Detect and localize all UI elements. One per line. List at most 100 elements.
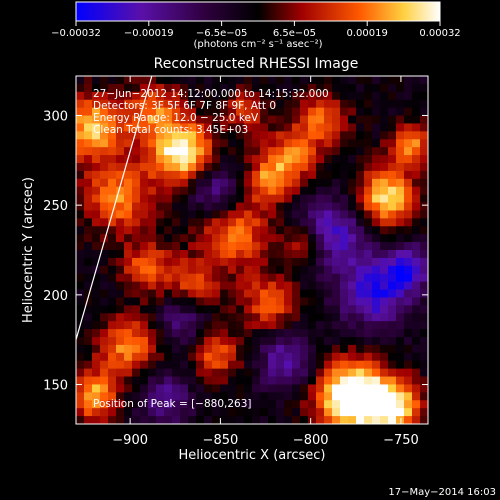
heatmap-cell	[244, 91, 253, 101]
heatmap-cell	[412, 139, 421, 148]
heatmap-cell	[76, 99, 85, 109]
heatmap-cell	[300, 337, 309, 346]
heatmap-cell	[92, 400, 101, 409]
heatmap-cell	[388, 123, 397, 132]
heatmap-cell	[244, 321, 253, 330]
heatmap-cell	[420, 194, 428, 203]
heatmap-cell	[172, 400, 181, 409]
heatmap-cell	[372, 163, 381, 172]
heatmap-cell	[300, 313, 309, 322]
heatmap-cell	[148, 305, 157, 314]
heatmap-cell	[292, 344, 301, 354]
heatmap-cell	[388, 337, 397, 346]
heatmap-cell	[76, 131, 85, 140]
heatmap-cell	[284, 155, 293, 164]
heatmap-cell	[260, 186, 269, 196]
heatmap-cell	[212, 344, 221, 354]
heatmap-cell	[212, 155, 221, 164]
heatmap-cell	[172, 250, 181, 259]
heatmap-cell	[340, 202, 349, 211]
heatmap-cell	[100, 250, 109, 259]
heatmap-cell	[236, 131, 245, 140]
heatmap-cell	[324, 360, 333, 370]
heatmap-cell	[396, 139, 405, 148]
heatmap-cell	[196, 155, 205, 164]
heatmap-cell	[292, 289, 301, 298]
heatmap-cell	[380, 123, 389, 132]
heatmap-cell	[388, 297, 397, 306]
heatmap-cell	[308, 76, 317, 85]
heatmap-cell	[260, 337, 269, 346]
heatmap-cell	[420, 115, 428, 124]
heatmap-cell	[252, 123, 261, 132]
heatmap-cell	[412, 344, 421, 354]
heatmap-cell	[300, 257, 309, 267]
heatmap-cell	[364, 305, 373, 314]
heatmap-cell	[316, 321, 325, 330]
heatmap-cell	[84, 408, 93, 417]
heatmap-cell	[156, 305, 165, 314]
heatmap-cell	[164, 273, 173, 283]
heatmap-cell	[84, 242, 93, 251]
heatmap-cell	[180, 178, 189, 188]
heatmap-cell	[164, 392, 173, 401]
heatmap-cell	[172, 91, 181, 101]
heatmap-cell	[404, 218, 413, 227]
heatmap-cell	[300, 273, 309, 283]
heatmap-cell	[220, 115, 229, 124]
heatmap-cell	[212, 91, 221, 101]
heatmap-cell	[396, 400, 405, 409]
heatmap-cell	[316, 202, 325, 211]
heatmap-cell	[372, 234, 381, 243]
heatmap-cell	[172, 265, 181, 275]
heatmap-cell	[308, 210, 317, 219]
heatmap-cell	[260, 147, 269, 156]
heatmap-cell	[268, 384, 277, 393]
heatmap-cell	[108, 226, 117, 235]
heatmap-cell	[188, 400, 197, 409]
heatmap-cell	[356, 155, 365, 164]
heatmap-cell	[372, 257, 381, 267]
heatmap-cell	[204, 186, 213, 196]
heatmap-cell	[212, 376, 221, 385]
heatmap-cell	[124, 131, 133, 140]
heatmap-cell	[124, 99, 133, 109]
heatmap-cell	[420, 257, 428, 267]
heatmap-cell	[244, 139, 253, 148]
heatmap-cell	[260, 281, 269, 290]
heatmap-cell	[156, 368, 165, 377]
heatmap-cell	[188, 226, 197, 235]
heatmap-cell	[212, 178, 221, 188]
heatmap-cell	[404, 281, 413, 290]
heatmap-cell	[132, 226, 141, 235]
heatmap-cell	[308, 170, 317, 180]
heatmap-cell	[332, 163, 341, 172]
heatmap-cell	[196, 352, 205, 362]
heatmap-cell	[364, 107, 373, 116]
heatmap-cell	[284, 265, 293, 275]
heatmap-cell	[148, 139, 157, 148]
heatmap-cell	[180, 131, 189, 140]
heatmap-cell	[76, 257, 85, 267]
heatmap-cell	[76, 155, 85, 164]
heatmap-cell	[340, 131, 349, 140]
heatmap-cell	[236, 99, 245, 109]
heatmap-cell	[396, 265, 405, 275]
heatmap-cell	[252, 250, 261, 259]
heatmap-cell	[372, 170, 381, 180]
heatmap-cell	[124, 178, 133, 188]
heatmap-cell	[164, 123, 173, 132]
heatmap-cell	[316, 99, 325, 109]
heatmap-cell	[308, 416, 317, 424]
heatmap-cell	[196, 226, 205, 235]
heatmap-cell	[268, 344, 277, 354]
heatmap-cell	[388, 257, 397, 267]
heatmap-cell	[396, 250, 405, 259]
heatmap-cell	[292, 408, 301, 417]
heatmap-cell	[348, 91, 357, 101]
heatmap-cell	[300, 91, 309, 101]
heatmap-cell	[316, 273, 325, 283]
heatmap-cell	[300, 107, 309, 116]
colorbar: −0.00032 −0.00019 −6.5e−05 6.5e−05 0.00019 0.…	[51, 1, 461, 50]
heatmap-cell	[140, 186, 149, 196]
